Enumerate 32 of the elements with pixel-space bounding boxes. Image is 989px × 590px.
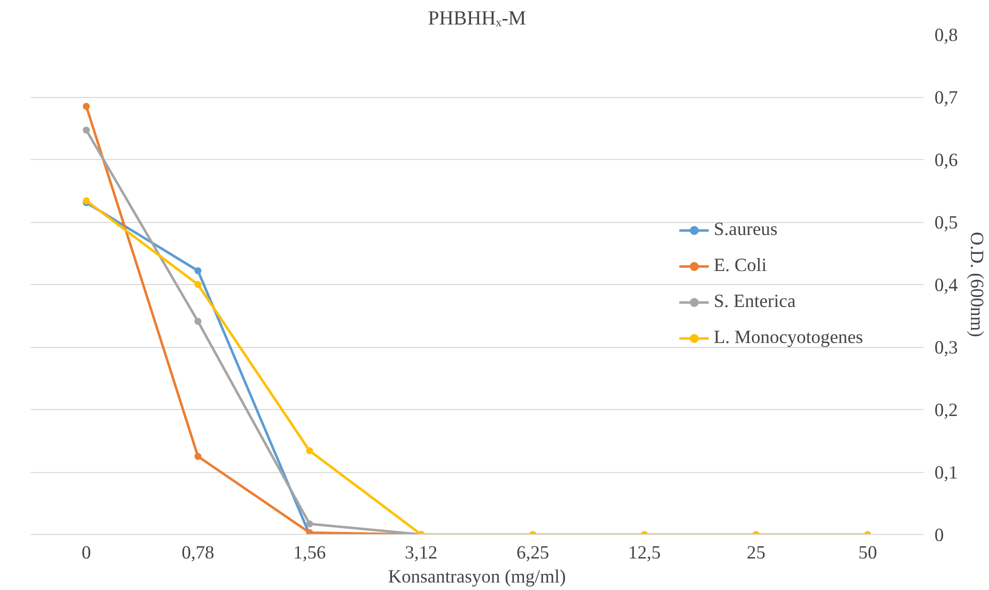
x-tick-label: 25 [746, 542, 766, 564]
legend-label: E. Coli [714, 255, 767, 277]
y-tick-label: 0,3 [934, 338, 958, 358]
x-tick-label: 0,78 [182, 542, 214, 564]
y-tick-label: 0,5 [934, 212, 958, 234]
y-tick-label: 0,8 [934, 25, 958, 46]
x-axis-title: Konsantrasyon (mg/ml) [388, 566, 566, 588]
point [82, 102, 90, 110]
y-tick-label: 0,4 [934, 275, 958, 296]
y-tick-label: 0,6 [934, 150, 958, 171]
x-tick-label: 1,56 [293, 542, 326, 564]
point [306, 520, 314, 528]
point [194, 281, 202, 288]
y-tick-label: 0,1 [934, 462, 958, 484]
point [194, 318, 202, 325]
legend-label: S.aureus [714, 219, 778, 241]
point [306, 447, 314, 454]
y-tick-label: 0,2 [934, 400, 958, 421]
legend-label: S. Enterica [714, 291, 796, 313]
x-tick-label: 50 [858, 542, 878, 564]
y-tick-label: 0 [934, 525, 944, 546]
legend-label: L. Monocyotogenes [714, 327, 863, 349]
point [194, 267, 202, 274]
x-tick-label: 12,5 [628, 542, 661, 564]
x-tick-label: 3,12 [404, 542, 438, 564]
y-axis-title: O.D. (600nm) [966, 232, 987, 338]
point [194, 452, 202, 460]
x-tick-label: 0 [82, 542, 91, 564]
point [82, 126, 90, 134]
chart-title: PHBHHₓ-M [428, 8, 526, 30]
y-tick-label: 0,7 [934, 88, 958, 108]
x-tick-label: 6,25 [516, 542, 550, 564]
